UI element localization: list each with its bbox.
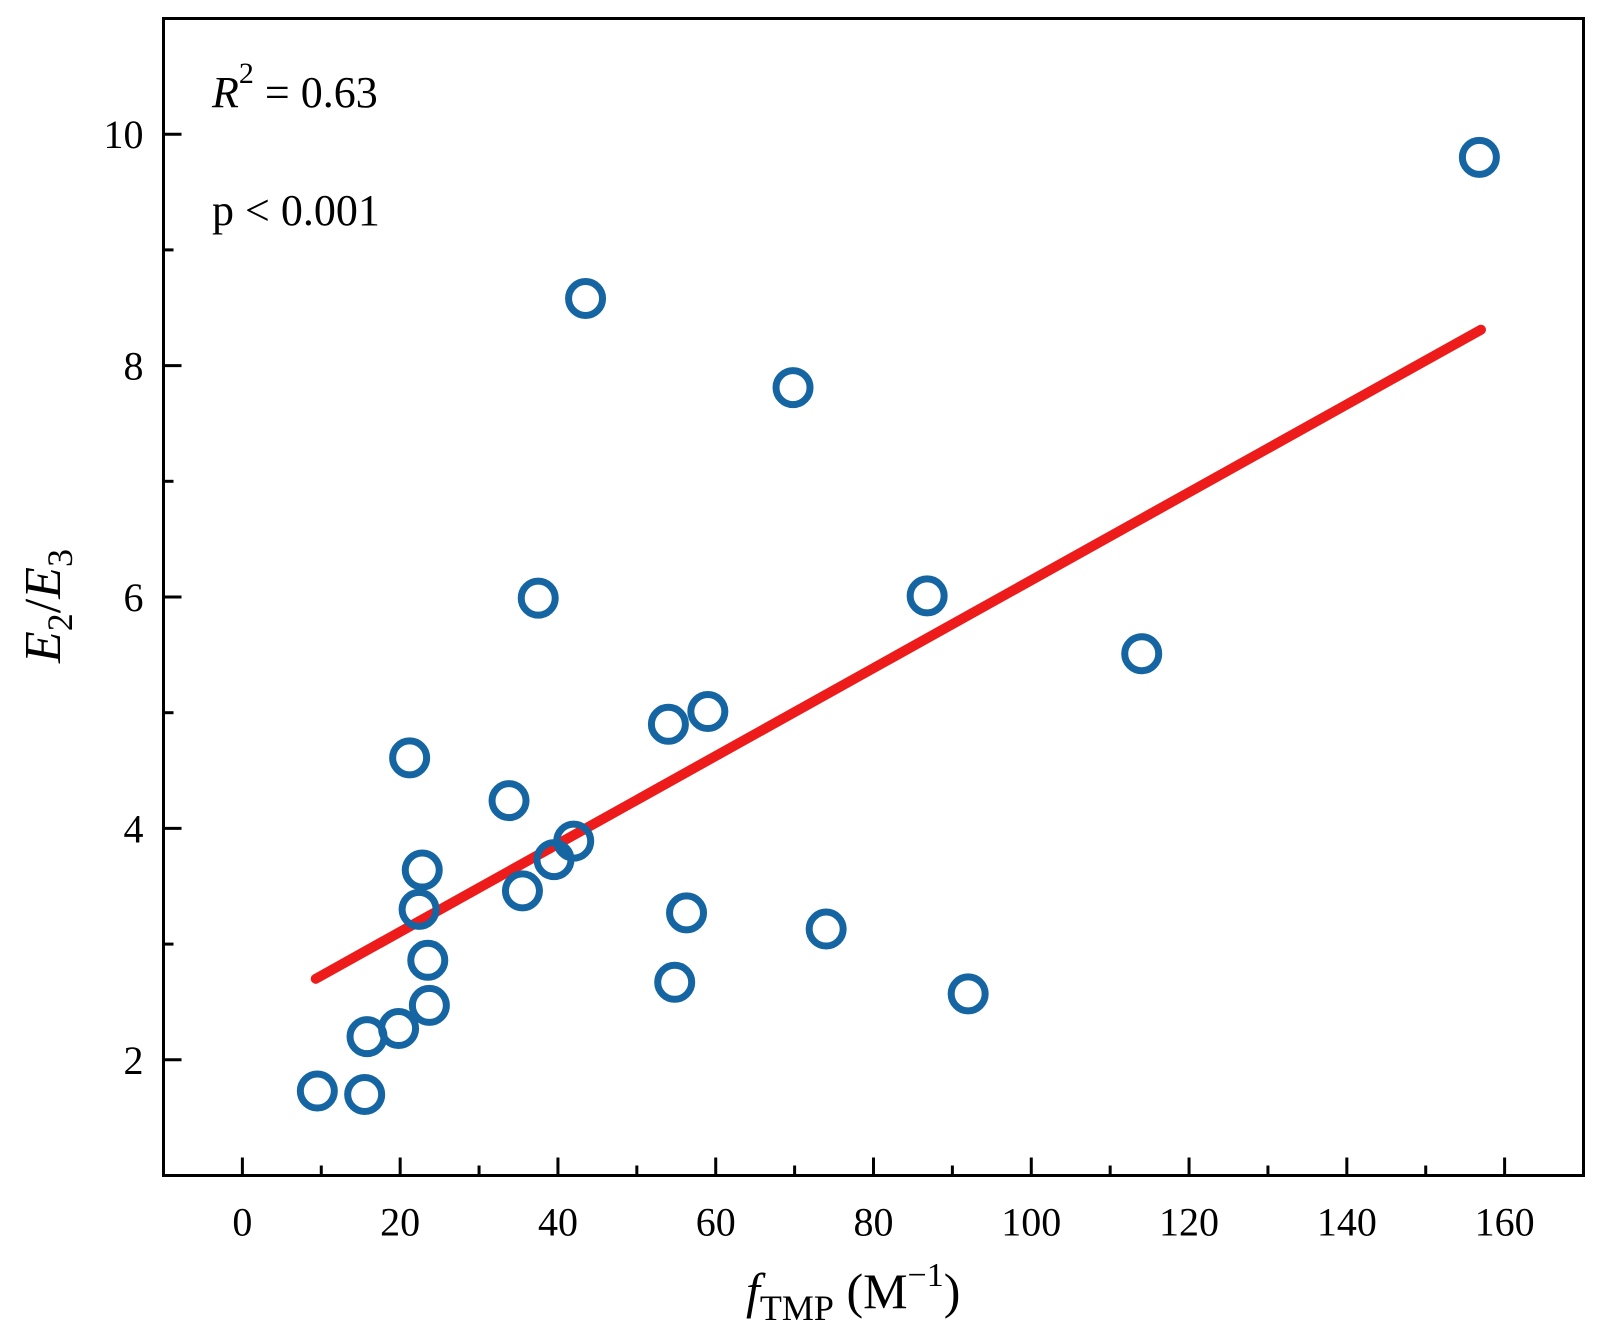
scatter-point <box>647 703 689 745</box>
scatter-point <box>805 908 847 950</box>
x-tick-label: 140 <box>1317 1200 1377 1245</box>
y-tick-label: 2 <box>124 1038 144 1083</box>
x-axis-title: fTMP (M−1) <box>746 1257 960 1328</box>
scatter-point <box>407 939 449 981</box>
scatter-point <box>1121 633 1163 675</box>
x-tick-label: 120 <box>1159 1200 1219 1245</box>
r-squared-annotation: R2 = 0.63 <box>211 57 378 117</box>
scatter-point <box>1458 136 1500 178</box>
x-tick-label: 20 <box>380 1200 420 1245</box>
scatter-point <box>401 849 443 891</box>
x-tick-label: 60 <box>696 1200 736 1245</box>
p-value-annotation: p < 0.001 <box>212 186 380 235</box>
scatter-point <box>296 1070 338 1112</box>
x-tick-label: 160 <box>1475 1200 1535 1245</box>
scatter-point <box>398 888 440 930</box>
scatter-point <box>517 577 559 619</box>
scatter-point <box>408 984 450 1026</box>
scatter-point <box>772 367 814 409</box>
x-tick-label: 0 <box>232 1200 252 1245</box>
scatter-point <box>565 277 607 319</box>
scatter-point <box>687 691 729 733</box>
x-tick-label: 40 <box>538 1200 578 1245</box>
x-tick-label: 80 <box>854 1200 894 1245</box>
scatter-point <box>906 575 948 617</box>
y-tick-label: 8 <box>124 344 144 389</box>
scatter-point <box>378 1008 420 1050</box>
data-points <box>296 136 1500 1116</box>
scatter-point <box>389 737 431 779</box>
scatter-point <box>501 870 543 912</box>
axis-ticks: 0 20 40 60 80 100 120 140 160 2 4 6 8 10 <box>104 112 1535 1244</box>
scatter-point <box>344 1074 386 1116</box>
scatter-point <box>654 961 696 1003</box>
fit-line <box>310 324 1486 984</box>
y-axis-title: E2/E3 <box>15 549 80 664</box>
y-tick-label: 10 <box>104 112 144 157</box>
scatter-point <box>947 973 989 1015</box>
fit-line-group <box>310 324 1486 984</box>
scatter-point <box>666 892 708 934</box>
x-tick-label: 100 <box>1001 1200 1061 1245</box>
scatter-point <box>553 820 595 862</box>
y-tick-label: 6 <box>124 575 144 620</box>
scatter-point <box>488 780 530 822</box>
y-tick-label: 4 <box>124 806 144 851</box>
